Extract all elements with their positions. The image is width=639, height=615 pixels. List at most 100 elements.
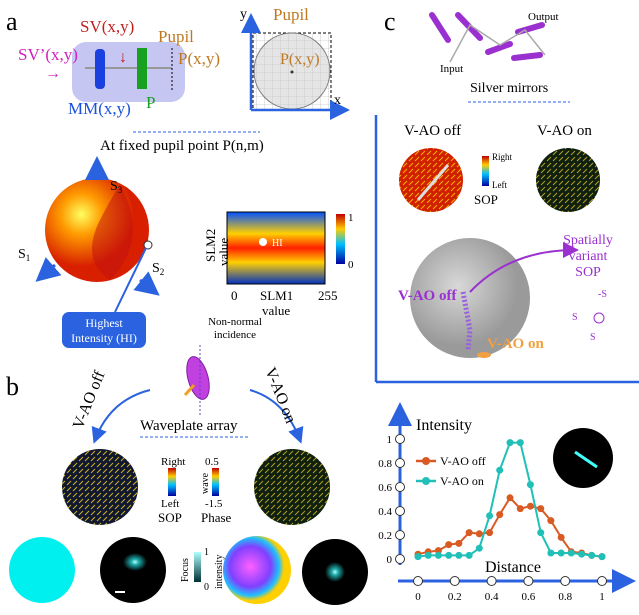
pupil-label-2: Pupil <box>273 5 309 24</box>
pupil-intensity-off <box>9 537 75 603</box>
minus-s1-label: -S <box>598 289 607 300</box>
data-point <box>537 505 545 513</box>
y-tick-marker <box>395 530 405 540</box>
data-point <box>465 551 473 559</box>
pupil-center <box>290 70 294 74</box>
sphere-shading <box>92 185 133 280</box>
slm-heatmap <box>226 211 326 285</box>
vao-on-label: V-AO on <box>261 365 299 426</box>
nonnormal-line1: Non-normal <box>208 316 262 328</box>
sop-map-c-off <box>399 148 463 212</box>
waveplate-array-label: Waveplate array <box>140 418 238 434</box>
p-label: P <box>146 93 155 112</box>
spatial-line2: variant <box>569 249 608 264</box>
s1-axis <box>35 257 62 282</box>
y-tick-label: 0 <box>387 554 393 566</box>
x-tick-marker <box>523 576 534 586</box>
data-point <box>455 551 463 559</box>
sop-right: Right <box>161 456 185 468</box>
data-point <box>475 530 483 538</box>
sop-map-c-on <box>536 148 600 212</box>
y-tick-label: 1 <box>387 434 393 446</box>
data-point <box>526 481 534 489</box>
intensity-chart: Intensity Distance V-AO off V-AO on 0 0.2… <box>378 402 636 603</box>
measurement-line <box>416 164 450 201</box>
silver-mirrors-icon <box>429 12 545 61</box>
sop-colorbar <box>168 468 176 496</box>
data-point <box>434 547 442 555</box>
panel-c-label: c <box>384 7 396 36</box>
y-tick-marker <box>395 434 405 444</box>
wave-unit: wave <box>200 472 211 494</box>
data-point <box>496 466 504 474</box>
x-tick-label: 1 <box>599 591 605 603</box>
y-tick-label: 0.8 <box>378 458 392 470</box>
silver-mirrors-label: Silver mirrors <box>470 81 548 96</box>
polarizer-element <box>137 48 147 89</box>
s2-label: S2 <box>152 261 164 277</box>
hi-pointer <box>114 247 147 313</box>
hi-box-line1: Highest <box>85 316 123 330</box>
data-point <box>526 502 534 510</box>
y-tick-marker <box>395 506 405 516</box>
legend-on-marker <box>422 477 430 485</box>
legend-on-label: V-AO on <box>440 474 484 488</box>
hi-marker-label: HI <box>272 238 283 249</box>
sop-colorbar-c <box>482 156 489 186</box>
data-point <box>445 551 453 559</box>
data-point <box>547 549 555 557</box>
optical-setup-box <box>72 42 185 102</box>
sop-left: Left <box>161 498 179 510</box>
sop-left-c: Left <box>492 180 507 190</box>
data-point <box>496 511 504 519</box>
input-label: Input <box>440 63 463 75</box>
data-point <box>567 549 575 557</box>
data-point <box>486 512 494 520</box>
x-tick-marker <box>449 576 460 586</box>
phase-label: Phase <box>201 510 232 525</box>
focus-inset-line <box>574 450 598 469</box>
focus-label: Focus <box>180 558 191 582</box>
input-arrow-icon: → <box>45 65 61 82</box>
modulator-element <box>95 49 105 89</box>
heatmap-colorbar <box>336 214 345 264</box>
s3-label: S3 <box>110 179 123 195</box>
sop-label: SOP <box>158 510 182 525</box>
sop-map-off <box>62 449 138 525</box>
data-point <box>578 550 586 558</box>
intensity-max: 1 <box>204 547 209 558</box>
hi-box <box>62 312 146 348</box>
data-point <box>506 439 514 447</box>
phase-colorbar <box>212 468 219 496</box>
s2-axis <box>133 271 160 296</box>
data-point <box>598 553 606 561</box>
data-point <box>414 553 422 561</box>
legend-off-marker <box>422 457 430 465</box>
data-point <box>537 529 545 537</box>
x-tick-label: 0.8 <box>558 591 572 603</box>
s1-label: S1 <box>18 247 30 263</box>
incident-beam <box>183 383 196 397</box>
x-tick-label: 0 <box>415 591 421 603</box>
series-line-0 <box>417 496 603 558</box>
chart-ylabel: Intensity <box>416 417 472 434</box>
data-point <box>465 529 473 537</box>
intensity-label: intensity <box>214 555 225 589</box>
vao-on-title: V-AO on <box>537 123 592 139</box>
y-tick-label: 0.4 <box>378 506 392 518</box>
y-tick-marker <box>395 482 405 492</box>
sop-right-c: Right <box>492 152 513 162</box>
data-point <box>557 549 565 557</box>
s2-label-c: S <box>572 312 578 323</box>
sop-map-on <box>254 449 330 525</box>
x-tick-marker <box>486 576 497 586</box>
data-point <box>475 544 483 552</box>
intensity-min: 0 <box>204 582 209 593</box>
phase-max: 0.5 <box>205 456 219 468</box>
sop-label-c: SOP <box>474 192 498 207</box>
data-point <box>557 533 565 541</box>
phase-min: -1.5 <box>205 498 223 510</box>
s3-label-c: S <box>590 332 596 343</box>
x-tick-255: 255 <box>318 288 338 303</box>
